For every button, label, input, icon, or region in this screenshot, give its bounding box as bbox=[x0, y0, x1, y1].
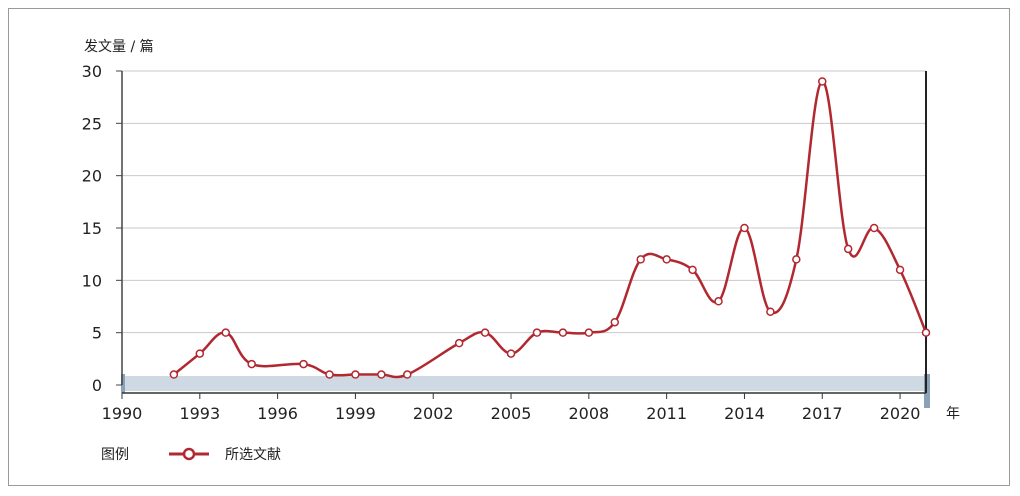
data-point bbox=[532, 328, 542, 337]
data-point bbox=[558, 328, 568, 337]
y-tick-label: 0 bbox=[92, 376, 102, 395]
x-tick-label: 1990 bbox=[102, 404, 143, 423]
x-tick-label: 1993 bbox=[179, 404, 220, 423]
x-tick-label: 2011 bbox=[646, 404, 687, 423]
data-point bbox=[688, 265, 697, 275]
x-axis-unit: 年 bbox=[946, 406, 960, 422]
y-tick-label: 30 bbox=[82, 62, 102, 81]
data-point bbox=[299, 359, 308, 369]
legend-item[interactable]: 所选文献 bbox=[167, 444, 281, 464]
x-tick-label: 1996 bbox=[257, 404, 298, 423]
x-tick-label: 2008 bbox=[568, 404, 609, 423]
y-tick-label: 25 bbox=[82, 114, 102, 133]
data-point bbox=[169, 370, 179, 379]
data-point bbox=[506, 349, 516, 358]
y-tick-label: 15 bbox=[82, 219, 102, 238]
data-point bbox=[921, 328, 931, 337]
y-tick-label: 10 bbox=[82, 271, 102, 290]
data-point bbox=[377, 370, 386, 379]
legend: 图例 所选文献 bbox=[101, 444, 281, 464]
y-axis-label: 发文量 / 篇 bbox=[84, 39, 154, 55]
axis-layer: 0 5 10 15 20 25 30 1990 1993 1996 1999 2002 2005 2008… bbox=[82, 62, 927, 423]
chart-frame bbox=[8, 8, 1010, 486]
data-point bbox=[792, 255, 801, 264]
data-point bbox=[662, 255, 671, 264]
range-slider[interactable] bbox=[121, 374, 930, 408]
legend-label: 所选文献 bbox=[225, 447, 281, 463]
x-tick-label: 2020 bbox=[880, 404, 921, 423]
data-point bbox=[869, 223, 879, 233]
data-point bbox=[740, 223, 749, 233]
data-point bbox=[636, 255, 645, 264]
x-tick-label: 2017 bbox=[802, 404, 843, 423]
data-point bbox=[766, 307, 775, 316]
data-point bbox=[454, 338, 464, 348]
legend-line-marker-icon bbox=[169, 447, 209, 461]
x-tick-label: 2002 bbox=[413, 404, 454, 423]
data-point bbox=[247, 359, 256, 369]
y-tick-label: 5 bbox=[92, 324, 102, 343]
series-layer bbox=[169, 77, 931, 379]
data-point bbox=[895, 265, 905, 275]
data-point bbox=[818, 77, 827, 86]
x-tick-label: 2005 bbox=[491, 404, 532, 423]
data-point bbox=[584, 328, 594, 337]
data-point bbox=[480, 328, 490, 337]
data-point bbox=[714, 297, 723, 306]
data-point bbox=[403, 370, 412, 379]
data-point bbox=[610, 317, 620, 327]
data-point bbox=[325, 370, 334, 379]
slider-track[interactable] bbox=[122, 376, 928, 391]
legend-title: 图例 bbox=[101, 447, 129, 463]
y-tick-label: 20 bbox=[82, 167, 102, 186]
x-tick-label: 1999 bbox=[335, 404, 376, 423]
data-point bbox=[195, 349, 205, 358]
data-point bbox=[351, 370, 360, 379]
data-point bbox=[221, 328, 230, 337]
slider-handle-left[interactable] bbox=[121, 374, 125, 393]
data-point bbox=[843, 244, 853, 254]
x-tick-label: 2014 bbox=[724, 404, 765, 423]
